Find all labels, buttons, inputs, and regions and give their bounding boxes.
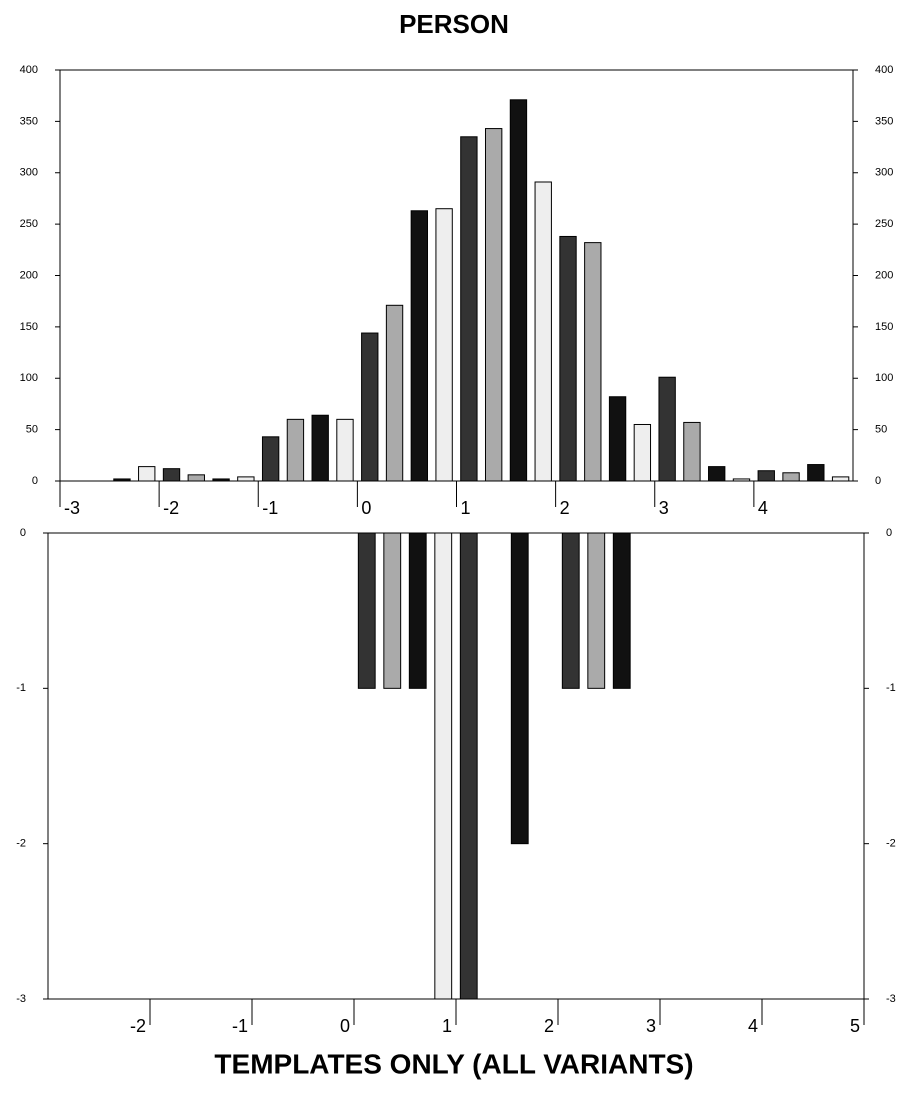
y2-tick-label: -2 [886,838,896,850]
bar [212,478,230,482]
bar [732,478,751,482]
bar [311,414,329,482]
chart-title: PERSON [399,9,509,39]
x-tick-label: 4 [758,498,768,518]
x-tick-label: -3 [64,498,80,518]
bar [534,181,552,482]
bar [587,532,606,689]
bar [608,396,627,482]
bar [113,478,131,482]
y2-tick-label: 300 [875,167,893,179]
y-tick-label: 0 [32,475,38,487]
bar [782,472,800,482]
bar [435,208,453,482]
y2-tick-label: 350 [875,115,893,127]
y-tick-label: -1 [16,682,26,694]
bar [561,532,580,689]
x-tick-label: -2 [163,498,179,518]
y2-tick-label: 150 [875,321,893,333]
bar [612,532,631,689]
x-tick-label: 2 [544,1016,554,1036]
x-tick-label: -1 [262,498,278,518]
bar [187,474,205,482]
x-tick-label: -2 [130,1016,146,1036]
x-tick-label: 0 [340,1016,350,1036]
bar [361,332,379,482]
y2-tick-label: 250 [875,218,893,230]
y2-tick-label: 200 [875,269,893,281]
y-tick-label: 200 [20,269,38,281]
x-tick-label: -1 [232,1016,248,1036]
y-tick-label: 300 [20,167,38,179]
y-tick-label: 100 [20,372,38,384]
y-tick-label: 400 [20,64,38,76]
bar [510,532,529,845]
y-tick-label: 350 [20,115,38,127]
y-tick-label: 0 [20,527,26,539]
x-tick-label: 3 [659,498,669,518]
bar [807,464,825,482]
y-tick-label: -2 [16,838,26,850]
y-tick-label: 50 [26,424,38,436]
x-tick-label: 5 [850,1016,860,1036]
bar [410,210,429,482]
bar [459,532,478,1000]
x-tick-label: 0 [361,498,371,518]
bar [633,423,652,482]
bar [383,532,402,689]
bar [336,418,354,482]
bar [831,476,850,482]
bar [138,466,156,482]
bar [162,468,181,482]
bar [484,128,503,482]
y2-tick-label: 0 [886,527,892,539]
y2-tick-label: 400 [875,64,893,76]
bar [584,242,602,482]
x-tick-label: 3 [646,1016,656,1036]
x-axis-label: TEMPLATES ONLY (ALL VARIANTS) [214,1048,693,1079]
x-tick-label: 2 [560,498,570,518]
x-tick-label: 4 [748,1016,758,1036]
bar [286,418,305,482]
y2-tick-label: 50 [875,424,887,436]
y-tick-label: -3 [16,993,26,1005]
y-tick-label: 250 [20,218,38,230]
bar [357,532,376,689]
bar [683,421,701,482]
x-tick-label: 1 [461,498,471,518]
bar [434,532,453,1000]
bar [559,235,577,482]
bar [261,436,280,482]
y2-tick-label: 0 [875,475,881,487]
bar [385,304,404,482]
bar [708,466,726,482]
bar [408,532,427,689]
bar [658,376,676,482]
bar [460,136,478,482]
y2-tick-label: -3 [886,993,896,1005]
bar [757,470,775,482]
plot-frame [59,69,854,482]
y2-tick-label: -1 [886,682,896,694]
bar [509,99,528,482]
plot-frame [47,532,865,1000]
bar [237,476,255,482]
y-tick-label: 150 [20,321,38,333]
y2-tick-label: 100 [875,372,893,384]
x-tick-label: 1 [442,1016,452,1036]
